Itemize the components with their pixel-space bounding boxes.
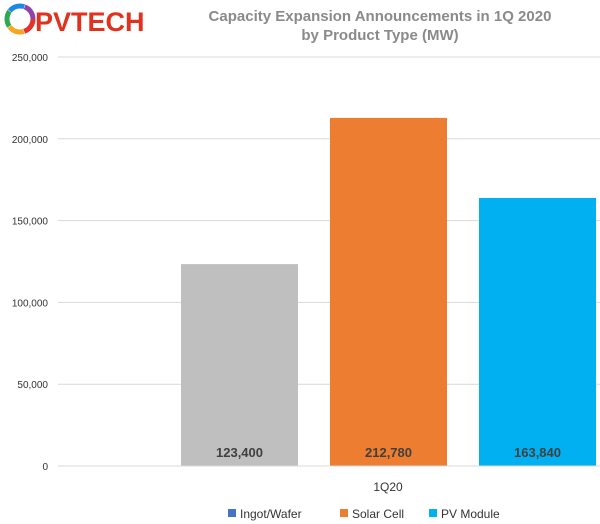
data-label: 123,400 [216, 445, 263, 460]
legend-swatch [228, 509, 236, 517]
data-label: 163,840 [514, 445, 561, 460]
y-tick-label: 250,000 [12, 53, 49, 64]
legend-label: Solar Cell [352, 507, 404, 521]
bar-solar-cell [330, 117, 447, 467]
y-tick-label: 150,000 [12, 217, 49, 228]
legend-label: Ingot/Wafer [240, 507, 302, 521]
y-tick-label: 200,000 [12, 135, 49, 146]
legend-swatch [340, 509, 348, 517]
logo-text: PVTECH [35, 7, 145, 37]
legend-swatch [429, 509, 437, 517]
y-tick-label: 0 [42, 462, 48, 473]
legend: Ingot/Wafer Solar Cell PV Module [228, 507, 500, 521]
y-tick-label: 100,000 [12, 298, 49, 309]
chart-subtitle: by Product Type (MW) [301, 27, 458, 44]
logo-ring-icon [4, 3, 36, 35]
bar-ingot-wafer [181, 264, 298, 466]
bars [181, 117, 596, 467]
data-label: 212,780 [365, 445, 412, 460]
chart-title: Capacity Expansion Announcements in 1Q 2… [209, 8, 552, 25]
data-labels: 123,400 212,780 163,840 [216, 445, 561, 460]
y-tick-label: 50,000 [17, 380, 48, 391]
pvtech-logo: PVTECH [4, 3, 145, 37]
category-label: 1Q20 [373, 480, 403, 494]
legend-label: PV Module [441, 507, 500, 521]
y-axis-ticks: 0 50,000 100,000 150,000 200,000 250,000 [12, 53, 49, 473]
bar-pv-module [479, 197, 596, 466]
